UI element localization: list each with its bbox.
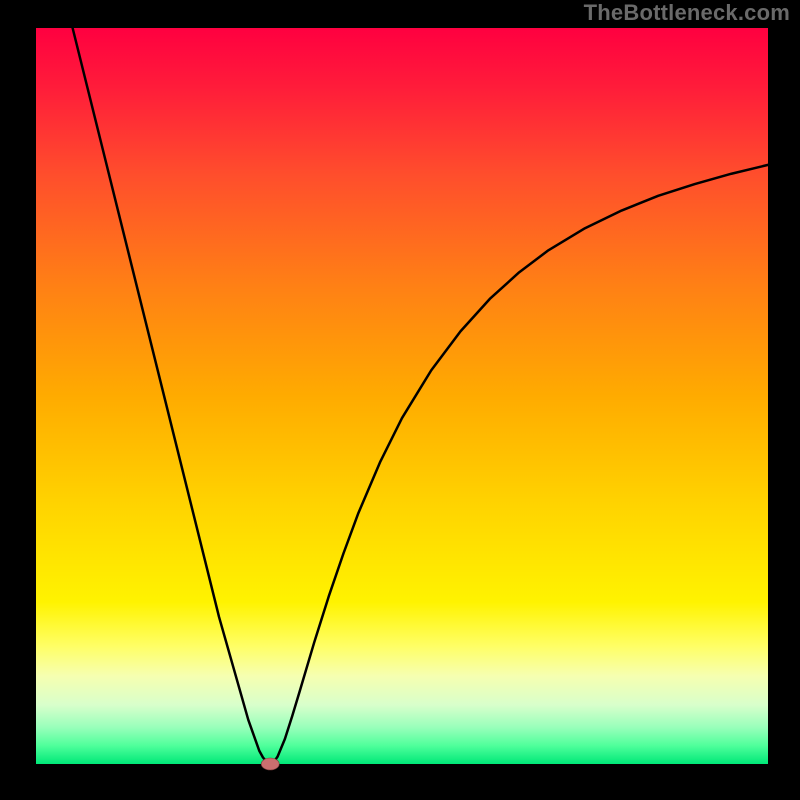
gradient-background xyxy=(36,28,768,764)
minimum-marker xyxy=(261,758,279,770)
watermark-text: TheBottleneck.com xyxy=(584,0,790,26)
bottleneck-chart xyxy=(0,0,800,800)
